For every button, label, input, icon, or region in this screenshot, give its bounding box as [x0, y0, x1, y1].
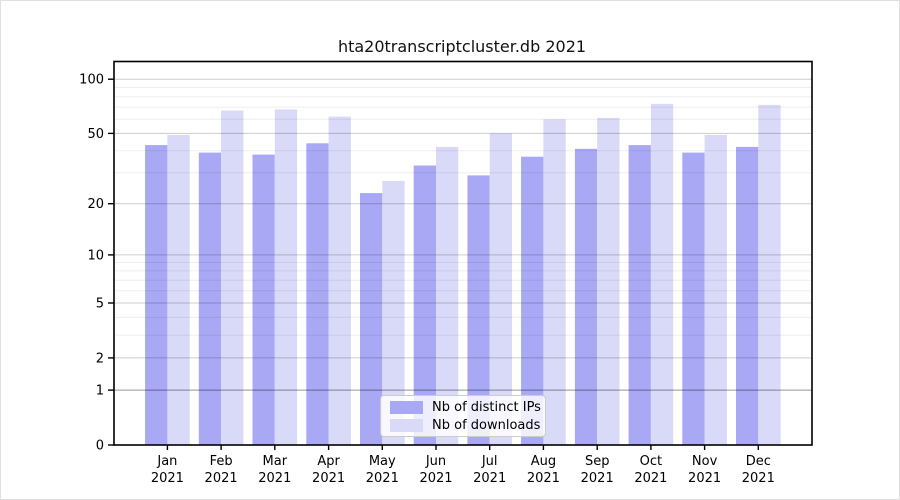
- bar-distinct-ips-feb-2021: [198, 152, 222, 445]
- chart-title: hta20transcriptcluster.db 2021: [337, 37, 587, 56]
- bar-distinct-ips-may-2021: [360, 193, 383, 445]
- y-tick-label-5: 5: [96, 297, 104, 312]
- bar-distinct-ips-dec-2021: [736, 146, 759, 445]
- x-tick-label-year-mar: 2021: [258, 471, 291, 486]
- y-tick-label-100: 100: [79, 73, 104, 88]
- x-tick-label-year-may: 2021: [366, 471, 399, 486]
- x-tick-label-month-aug: Aug: [531, 454, 556, 469]
- bar-downloads-jun-2021: [436, 146, 459, 445]
- bar-downloads-feb-2021: [221, 110, 244, 445]
- bar-distinct-ips-apr-2021: [306, 143, 329, 446]
- y-tick-label-1: 1: [96, 384, 104, 399]
- bar-downloads-nov-2021: [704, 134, 727, 445]
- x-tick-label-year-sep: 2021: [581, 471, 614, 486]
- x-tick-label-year-apr: 2021: [312, 471, 345, 486]
- legend-item-downloads: Nb of downloads: [390, 418, 540, 433]
- y-tick-label-50: 50: [87, 127, 104, 142]
- chart-legend: Nb of distinct IPs Nb of downloads: [380, 395, 546, 437]
- x-tick-label-month-nov: Nov: [692, 454, 718, 469]
- y-tick-label-0: 0: [96, 439, 104, 454]
- x-tick-label-year-dec: 2021: [742, 471, 775, 486]
- x-tick-label-month-mar: Mar: [263, 454, 288, 469]
- x-tick-label-month-dec: Dec: [746, 454, 771, 469]
- bar-distinct-ips-mar-2021: [252, 154, 275, 445]
- legend-label-downloads: Nb of downloads: [432, 417, 541, 433]
- y-tick-label-20: 20: [87, 197, 104, 212]
- x-tick-label-month-may: May: [369, 454, 396, 469]
- x-tick-label-year-feb: 2021: [205, 471, 238, 486]
- bar-distinct-ips-nov-2021: [682, 152, 705, 445]
- bar-downloads-sep-2021: [597, 117, 620, 446]
- bar-downloads-oct-2021: [650, 103, 674, 446]
- bar-downloads-aug-2021: [543, 119, 566, 445]
- bar-downloads-dec-2021: [758, 104, 781, 446]
- legend-swatch-distinct-ips: [390, 400, 423, 414]
- x-tick-label-month-jun: Jun: [425, 454, 446, 469]
- bar-downloads-mar-2021: [274, 109, 298, 446]
- x-tick-label-year-nov: 2021: [688, 471, 721, 486]
- y-tick-label-10: 10: [87, 248, 104, 263]
- bar-downloads-jul-2021: [489, 133, 512, 445]
- bar-distinct-ips-sep-2021: [574, 148, 598, 446]
- x-tick-label-month-jan: Jan: [156, 454, 177, 469]
- legend-swatch-downloads: [390, 418, 423, 432]
- bar-downloads-jan-2021: [167, 134, 190, 445]
- x-tick-label-year-aug: 2021: [527, 471, 560, 486]
- x-tick-label-year-oct: 2021: [634, 471, 667, 486]
- bar-distinct-ips-jan-2021: [145, 145, 168, 445]
- x-tick-label-month-sep: Sep: [585, 454, 610, 469]
- y-tick-label-2: 2: [96, 351, 104, 366]
- bar-distinct-ips-aug-2021: [521, 156, 544, 445]
- bar-downloads-may-2021: [382, 180, 405, 445]
- legend-label-distinct-ips: Nb of distinct IPs: [432, 399, 541, 415]
- x-tick-label-month-apr: Apr: [317, 454, 340, 469]
- bar-downloads-apr-2021: [328, 116, 351, 445]
- x-tick-label-year-jan: 2021: [151, 471, 184, 486]
- legend-item-distinct-ips: Nb of distinct IPs: [390, 400, 541, 415]
- x-tick-label-month-feb: Feb: [210, 454, 233, 469]
- bar-distinct-ips-jul-2021: [467, 175, 490, 445]
- x-tick-label-month-oct: Oct: [640, 454, 662, 469]
- bar-distinct-ips-jun-2021: [413, 165, 436, 445]
- bar-distinct-ips-oct-2021: [628, 145, 651, 445]
- x-tick-label-year-jul: 2021: [473, 471, 506, 486]
- x-tick-label-month-jul: Jul: [481, 454, 498, 469]
- plot-frame: [113, 60, 813, 446]
- x-tick-label-year-jun: 2021: [419, 471, 452, 486]
